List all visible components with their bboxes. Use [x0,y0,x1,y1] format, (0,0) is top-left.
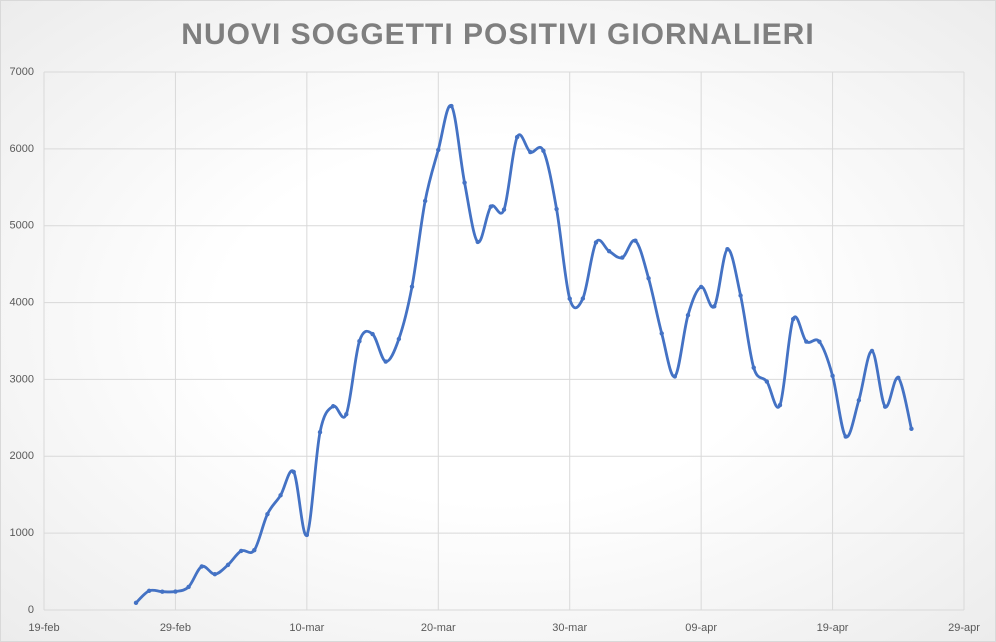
data-line [135,104,913,604]
x-tick-label: 20-mar [421,622,456,634]
data-point [882,404,888,409]
y-tick-label: 0 [28,604,34,616]
data-point [725,247,730,252]
chart-title: NUOVI SOGGETTI POSITIVI GIORNALIERI [181,18,814,51]
data-point [265,511,270,517]
data-point [409,284,415,289]
data-point [606,249,612,254]
data-point [501,207,507,212]
data-point [304,532,310,538]
x-tick-label: 29-feb [160,622,191,634]
data-point [856,398,862,403]
data-point [790,316,796,322]
data-point [383,359,388,364]
data-point [212,571,218,577]
x-tick-label: 19-feb [28,622,59,634]
y-tick-label: 2000 [10,450,34,462]
data-point [620,255,625,260]
data-point [186,584,191,590]
x-tick-label: 30-mar [552,622,587,634]
x-tick-label: 10-mar [289,622,324,634]
data-point [738,293,743,298]
x-tick-label: 29-apr [948,622,980,634]
data-point [133,600,139,606]
data-point [278,493,283,498]
data-point [672,374,678,379]
data-point [291,469,296,475]
data-point [685,312,691,318]
data-point [698,284,704,290]
data-point [396,336,402,342]
data-point [541,148,546,154]
data-point [528,149,533,155]
y-tick-label: 7000 [10,66,34,78]
data-point [238,548,244,554]
y-tick-label: 3000 [10,373,34,385]
data-point [580,296,586,301]
data-point [422,198,428,204]
data-point [488,204,494,209]
data-point [514,134,520,140]
data-point [712,304,717,309]
data-point [646,276,651,281]
data-point [909,426,914,432]
data-point [199,564,204,569]
y-tick-label: 1000 [10,527,34,539]
data-point [554,206,559,212]
data-point [344,412,349,417]
y-tick-label: 4000 [10,296,34,308]
data-point [804,339,809,344]
data-point [462,180,467,185]
x-tick-label: 09-apr [685,622,717,634]
data-point [764,379,770,384]
data-point [593,240,599,245]
data-point [659,331,664,336]
data-point [567,296,572,301]
data-point [252,548,257,553]
data-point [370,331,375,337]
data-point [357,339,362,344]
x-tick-label: 19-apr [817,622,849,634]
data-point [843,434,848,439]
data-point [633,238,638,243]
data-point [869,348,875,354]
y-tick-label: 6000 [10,143,34,155]
data-point [160,589,165,594]
y-tick-label: 5000 [10,220,34,232]
data-point [777,402,783,408]
data-point [896,375,901,381]
data-point [817,339,822,344]
data-point [449,103,454,109]
data-point [830,373,835,379]
data-point [146,588,152,593]
data-point [225,562,231,568]
data-point [330,404,336,409]
data-point [173,589,178,594]
data-point [475,239,480,245]
data-point [436,147,441,153]
data-point [751,365,756,370]
data-point [317,430,323,435]
